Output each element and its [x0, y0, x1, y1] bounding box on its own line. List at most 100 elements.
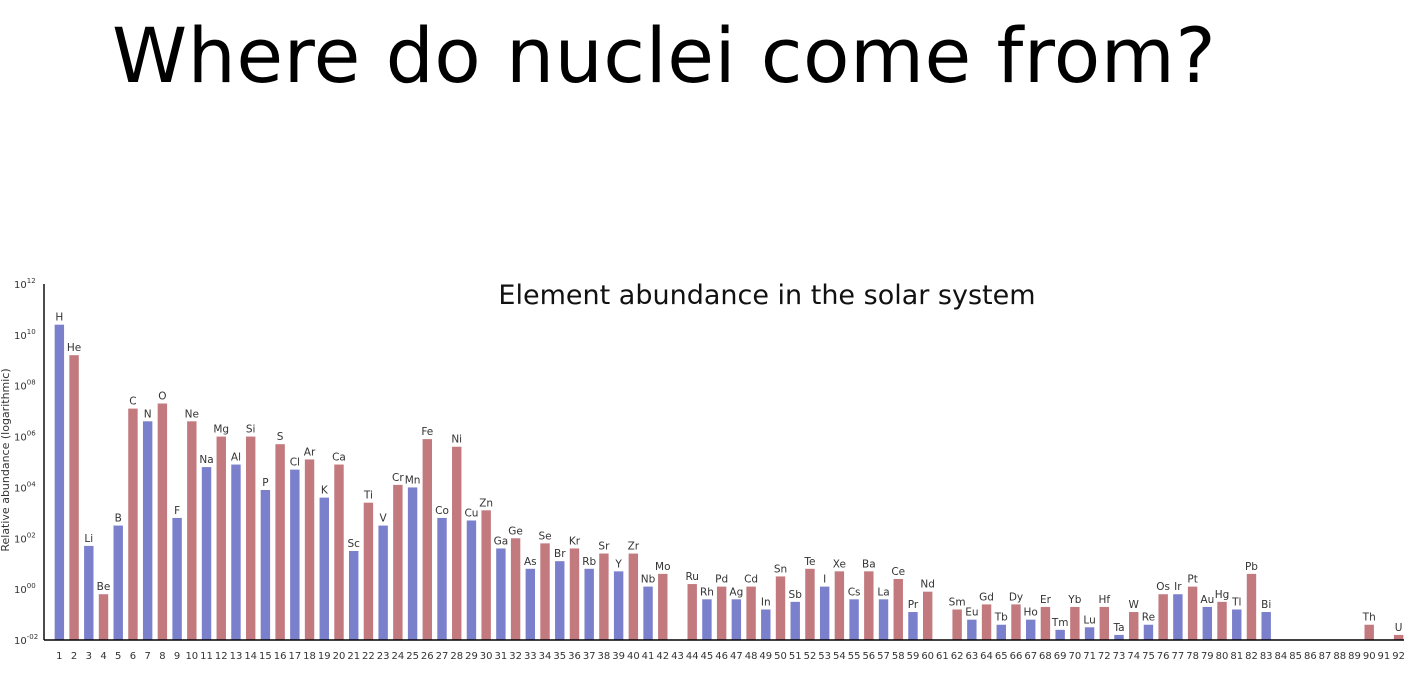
bar-Ag: [731, 599, 742, 640]
bar-label: Eu: [965, 607, 978, 619]
x-tick-label: 20: [333, 651, 346, 662]
bar-label: Ho: [1024, 607, 1038, 619]
bar-Ho: [1025, 619, 1036, 640]
bar-Bi: [1261, 612, 1271, 640]
bar-label: Dy: [1009, 591, 1023, 603]
x-tick-label: 90: [1363, 651, 1376, 662]
x-tick-label: 43: [671, 651, 684, 662]
x-tick-label: 29: [465, 651, 478, 662]
x-tick-label: 42: [656, 651, 669, 662]
x-tick-label: 25: [406, 651, 419, 662]
bar-Na: [201, 467, 212, 640]
x-tick-label: 57: [877, 651, 890, 662]
bar-V: [378, 525, 388, 640]
bar-label: Si: [246, 424, 256, 436]
bar-label: In: [761, 596, 771, 608]
x-tick-label: 54: [833, 651, 846, 662]
bar-In: [761, 609, 771, 640]
x-tick-label: 53: [818, 651, 831, 662]
bar-Ba: [864, 571, 874, 640]
y-tick-label: 1002: [14, 531, 36, 545]
x-tick-label: 12: [215, 651, 228, 662]
bar-As: [525, 568, 536, 640]
bar-label: Sb: [789, 589, 803, 601]
x-tick-label: 80: [1216, 651, 1229, 662]
x-tick-label: 49: [759, 651, 772, 662]
bar-label: Na: [199, 454, 213, 466]
bar-Sn: [775, 576, 786, 640]
bar-label: Gd: [979, 591, 994, 603]
bar-label: He: [67, 342, 81, 354]
bar-Hg: [1217, 601, 1227, 640]
bar-label: H: [55, 312, 63, 324]
bar-label: Lu: [1083, 614, 1095, 626]
x-tick-label: 92: [1392, 651, 1405, 662]
x-tick-label: 47: [730, 651, 743, 662]
bar-label: Au: [1200, 594, 1214, 606]
bar-label: Kr: [569, 535, 581, 547]
bar-F: [172, 517, 182, 640]
bar-label: Mn: [405, 474, 421, 486]
x-tick-label: 2: [71, 651, 77, 662]
bar-label: S: [277, 431, 284, 443]
bar-I: [819, 586, 830, 640]
bar-label: Hg: [1215, 589, 1230, 601]
x-tick-label: 32: [509, 651, 522, 662]
bar-Pd: [716, 586, 727, 640]
x-tick-label: 67: [1024, 651, 1037, 662]
bar-Ca: [334, 464, 344, 640]
bar-Th: [1364, 624, 1374, 640]
bar-Si: [245, 436, 256, 640]
x-tick-label: 83: [1260, 651, 1273, 662]
bar-Fe: [422, 439, 433, 640]
bar-Se: [540, 543, 550, 640]
bar-label: K: [321, 485, 329, 497]
bar-label: B: [115, 513, 122, 525]
bar-Zr: [628, 553, 639, 640]
x-tick-label: 37: [583, 651, 596, 662]
x-tick-label: 26: [421, 651, 434, 662]
bar-label: Pd: [715, 574, 728, 586]
bar-label: Ru: [685, 571, 698, 583]
bar-Rh: [702, 599, 712, 640]
x-tick-label: 51: [789, 651, 802, 662]
bar-Tl: [1232, 609, 1242, 640]
x-tick-labels: 1 2 3 4 5 6 7 8 9 10 11 12 13 14 15 16 17 18 19 20 21 22 23 24 2…: [56, 651, 1405, 662]
bar-S: [275, 444, 285, 640]
bar-label: Ga: [494, 535, 509, 547]
bar-U: [1393, 634, 1404, 640]
bar-Cr: [393, 484, 403, 640]
bar-Os: [1158, 594, 1168, 640]
x-tick-label: 15: [259, 651, 272, 662]
x-tick-label: 39: [612, 651, 625, 662]
x-tick-label: 31: [495, 651, 508, 662]
x-tick-label: 6: [130, 651, 136, 662]
y-tick-label: 1010: [14, 328, 36, 342]
bar-label: Ba: [862, 558, 876, 570]
x-tick-label: 19: [318, 651, 331, 662]
bar-Lu: [1084, 627, 1095, 640]
bar-label: Tm: [1051, 617, 1069, 629]
chart-title: Element abundance in the solar system: [498, 280, 1035, 311]
x-tick-label: 91: [1378, 651, 1391, 662]
bar-label: O: [158, 391, 166, 403]
x-tick-label: 79: [1201, 651, 1214, 662]
x-tick-label: 4: [100, 651, 106, 662]
x-tick-label: 65: [995, 651, 1008, 662]
bar-label: Ag: [729, 586, 743, 598]
bar-label: Sc: [347, 538, 360, 550]
bar-label: Hf: [1098, 594, 1110, 606]
bar-label: Ta: [1112, 622, 1124, 634]
bar-label: Br: [554, 548, 566, 560]
bar-label: Tb: [994, 612, 1008, 624]
bar-label: Cl: [290, 457, 300, 469]
x-tick-label: 70: [1068, 651, 1081, 662]
bar-Pb: [1246, 573, 1257, 640]
x-tick-label: 72: [1098, 651, 1111, 662]
bar-C: [128, 408, 138, 640]
bar-Er: [1040, 606, 1051, 640]
bar-label: Ni: [451, 434, 462, 446]
bar-label: Mg: [213, 424, 229, 436]
x-tick-label: 61: [936, 651, 949, 662]
bar-Be: [98, 594, 109, 640]
